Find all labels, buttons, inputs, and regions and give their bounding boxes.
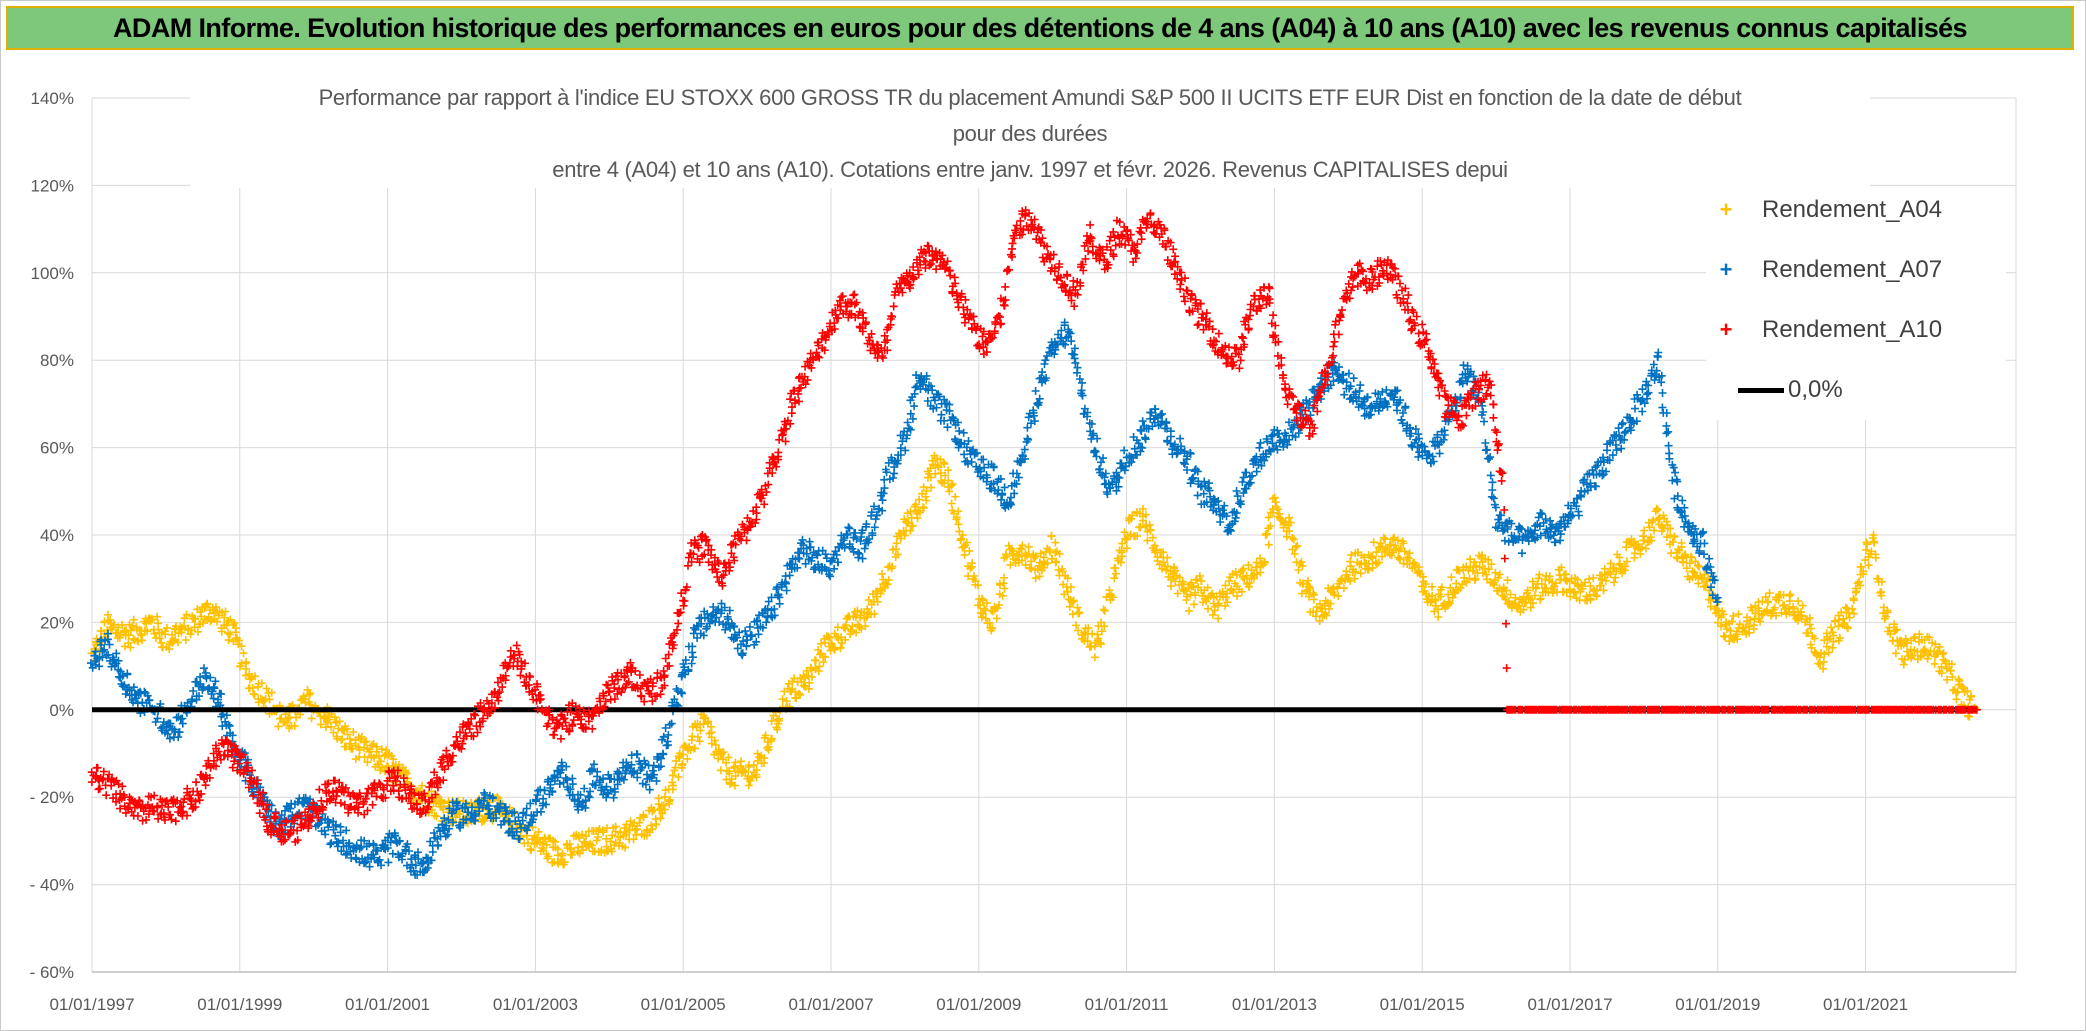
y-tick-label: 100% [31, 264, 74, 283]
y-tick-label: 140% [31, 89, 74, 108]
x-tick-label: 01/01/1997 [49, 995, 134, 1014]
legend-label-zero: 0,0% [1788, 376, 1843, 403]
legend-entry-a04: + Rendement_A04 [1706, 190, 1943, 230]
y-tick-label: 20% [40, 613, 74, 632]
legend-entry-zero: 0,0% [1738, 370, 1843, 410]
x-tick-label: 01/01/2005 [641, 995, 726, 1014]
y-tick-label: 0% [49, 701, 74, 720]
x-tick-label: 01/01/2011 [1085, 995, 1169, 1014]
series-a04 [87, 451, 1981, 869]
legend-entry-a10: + Rendement_A10 [1706, 310, 1943, 350]
x-tick-label: 01/01/2021 [1823, 995, 1908, 1014]
chart-title-line-1: Performance par rapport à l'indice EU ST… [318, 85, 1742, 110]
legend-plus-marker-a10: + [1719, 317, 1733, 342]
y-tick-label: - 40% [30, 876, 74, 895]
banner-text: ADAM Informe. Evolution historique des p… [113, 12, 1968, 43]
x-tick-label: 01/01/2013 [1232, 995, 1317, 1014]
legend-entry-a07: + Rendement_A07 [1706, 250, 1943, 290]
legend-line-marker-zero [1738, 387, 1784, 393]
x-tick-label: 01/01/2007 [788, 995, 873, 1014]
y-tick-label: - 20% [30, 788, 74, 807]
x-tick-label: 01/01/2015 [1380, 995, 1465, 1014]
x-tick-label: 01/01/2009 [936, 995, 1021, 1014]
y-tick-label: - 60% [30, 963, 74, 982]
legend-plus-marker-a04: + [1719, 197, 1733, 222]
series-a10 [87, 206, 1981, 846]
series-a07 [86, 318, 1722, 879]
chart-title-line-2: pour des durées [952, 121, 1108, 146]
chart-title-line-3: entre 4 (A04) et 10 ans (A10). Cotations… [552, 157, 1508, 182]
data-point-markers-a04 [87, 451, 1981, 869]
x-tick-label: 01/01/1999 [197, 995, 282, 1014]
y-tick-label: 80% [40, 351, 74, 370]
x-tick-label: 01/01/2017 [1527, 995, 1612, 1014]
legend-label-a07: Rendement_A07 [1762, 256, 1943, 283]
x-tick-label: 01/01/2003 [493, 995, 578, 1014]
data-point-markers-a07 [86, 318, 1722, 879]
data-point-markers-a10 [87, 206, 1981, 846]
y-tick-label: 120% [31, 176, 74, 195]
x-tick-label: 01/01/2019 [1675, 995, 1760, 1014]
x-tick-label: 01/01/2001 [345, 995, 430, 1014]
legend-label-a04: Rendement_A04 [1762, 196, 1943, 223]
chart-legend: + Rendement_A04 + Rendement_A07 + Rendem… [1706, 186, 2006, 420]
chart-title: Performance par rapport à l'indice EU ST… [190, 80, 1870, 188]
y-tick-label: 40% [40, 526, 74, 545]
y-tick-label: 60% [40, 439, 74, 458]
report-banner: ADAM Informe. Evolution historique des p… [6, 6, 2074, 50]
legend-label-a10: Rendement_A10 [1762, 316, 1943, 343]
legend-plus-marker-a07: + [1719, 257, 1733, 282]
